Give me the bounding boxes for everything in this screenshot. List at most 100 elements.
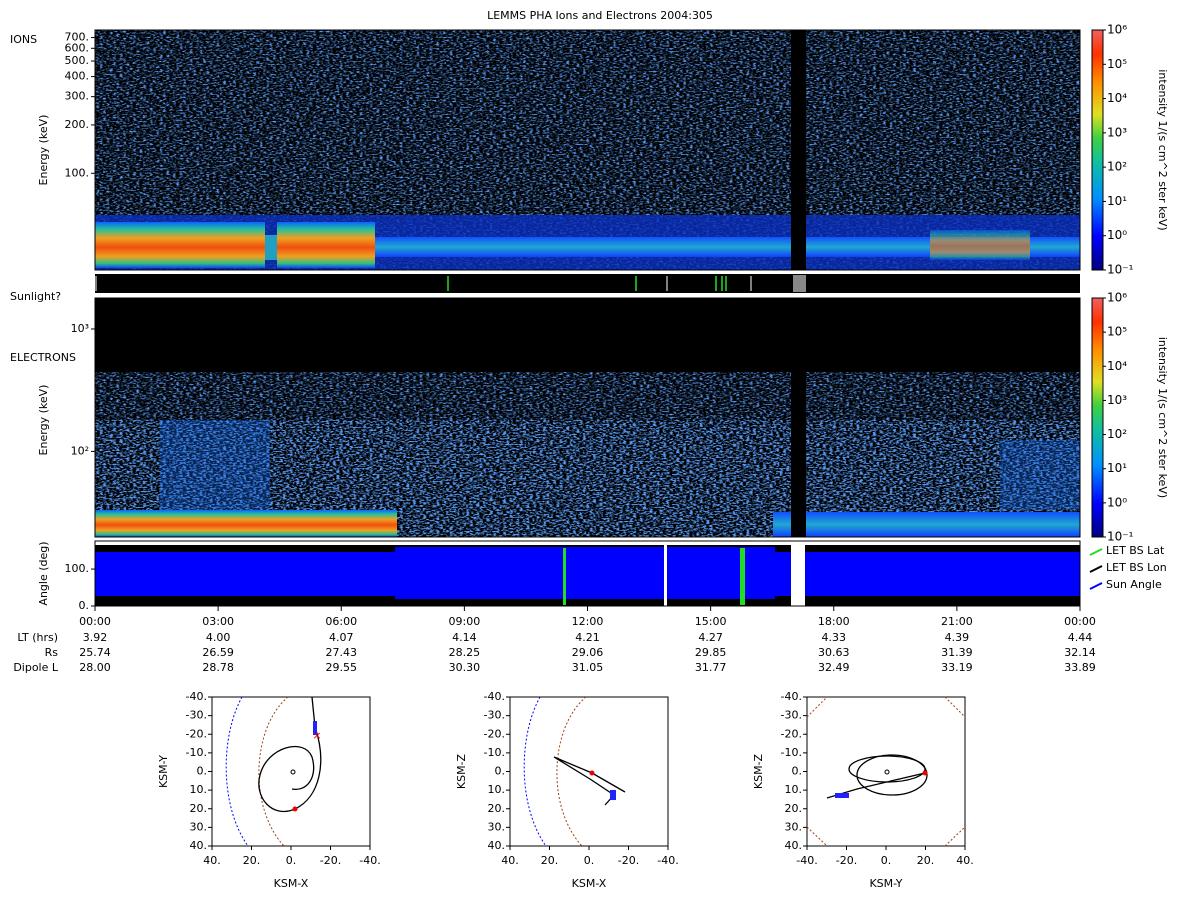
x-tick-label: 0. [286, 854, 297, 867]
sunlight-bar [95, 274, 1080, 293]
y-tick-label: 0. [792, 765, 803, 778]
y-tick-label: 10³ [71, 322, 89, 335]
y-tick-label: 0. [79, 599, 90, 612]
ephemeris-value: 27.43 [326, 646, 358, 659]
ephemeris-value: 29.06 [572, 646, 604, 659]
y-tick-label: 40. [190, 839, 208, 852]
colorbar-tick-label: 10⁶ [1107, 23, 1127, 37]
sunlight-label: Sunlight? [10, 290, 61, 303]
x-tick-label: 00:00 [1064, 615, 1096, 628]
x-tick-label: 20. [243, 854, 261, 867]
x-tick-label: 18:00 [818, 615, 850, 628]
ephemeris-value: 32.14 [1064, 646, 1096, 659]
ephemeris-value: 33.19 [941, 661, 973, 674]
x-tick-label: 03:00 [202, 615, 234, 628]
y-tick-label: -40. [781, 690, 802, 703]
y-tick-label: -30. [781, 709, 802, 722]
y-tick-label: 100. [65, 562, 90, 575]
ephemeris-value: 29.85 [695, 646, 727, 659]
colorbar-tick-label: 10⁵ [1107, 57, 1127, 71]
y-axis-label: KSM-Y [157, 755, 170, 788]
orbit-xy: × [211, 696, 371, 847]
y-axis-label: Angle (deg) [37, 541, 50, 605]
y-tick-label: -20. [484, 727, 505, 740]
x-tick-label: 20. [541, 854, 559, 867]
y-tick-label: 30. [190, 820, 208, 833]
colorbar-tick-label: 10⁶ [1107, 291, 1127, 305]
ephemeris-value: 33.89 [1064, 661, 1096, 674]
y-tick-label: 200. [65, 118, 90, 131]
x-tick-label: 15:00 [695, 615, 727, 628]
y-tick-label: 0. [197, 765, 208, 778]
x-axis-label: KSM-X [572, 877, 607, 890]
y-tick-label: 300. [65, 90, 90, 103]
x-tick-label: -20. [320, 854, 341, 867]
ephemeris-value: 3.92 [83, 631, 108, 644]
ephemeris-label: Rs [45, 646, 59, 659]
orbit-yz [806, 696, 966, 847]
y-tick-label: 600. [65, 41, 90, 54]
colorbar-tick-label: 10⁰ [1107, 495, 1127, 509]
x-tick-label: -40. [359, 854, 380, 867]
colorbar-label: intensity 1/(s cm^2 ster keV) [1156, 69, 1169, 230]
x-tick-label: 0. [881, 854, 892, 867]
y-tick-label: 0. [495, 765, 506, 778]
y-tick-label: -20. [781, 727, 802, 740]
colorbar [1091, 297, 1104, 538]
colorbar-label: intensity 1/(s cm^2 ster keV) [1156, 337, 1169, 498]
ephemeris-value: 4.39 [945, 631, 970, 644]
x-tick-label: 12:00 [572, 615, 604, 628]
y-axis-label: Energy (keV) [37, 385, 50, 456]
legend-swatch [1089, 582, 1103, 590]
ephemeris-value: 28.25 [449, 646, 481, 659]
x-axis-label: KSM-X [274, 877, 309, 890]
colorbar-tick-label: 10⁰ [1107, 228, 1127, 242]
ephemeris-value: 32.49 [818, 661, 850, 674]
x-tick-label: 06:00 [325, 615, 357, 628]
legend-label: Sun Angle [1106, 578, 1162, 591]
ephemeris-value: 30.30 [449, 661, 481, 674]
panel-label: ELECTRONS [10, 351, 76, 364]
y-tick-label: 700. [65, 31, 90, 44]
ephemeris-value: 25.74 [79, 646, 111, 659]
y-tick-label: -10. [186, 746, 207, 759]
colorbar-tick-label: 10² [1107, 160, 1127, 174]
colorbar-tick-label: 10¹ [1107, 461, 1127, 475]
ephemeris-value: 4.07 [329, 631, 354, 644]
colorbar-tick-label: 10⁴ [1107, 91, 1127, 105]
ephemeris-value: 4.44 [1068, 631, 1093, 644]
ephemeris-value: 31.05 [572, 661, 604, 674]
y-tick-label: 40. [785, 839, 803, 852]
colorbar-tick-label: 10⁴ [1107, 359, 1127, 373]
ephemeris-value: 4.00 [206, 631, 231, 644]
y-tick-label: 20. [488, 802, 506, 815]
x-tick-label: -20. [836, 854, 857, 867]
legend-swatch [1089, 565, 1103, 573]
panel-frame [94, 29, 1081, 271]
ephemeris-value: 30.63 [818, 646, 850, 659]
y-tick-label: 30. [488, 820, 506, 833]
panel-frame [94, 297, 1081, 538]
y-tick-label: 10. [488, 783, 506, 796]
y-tick-label: -10. [484, 746, 505, 759]
svg-text:×: × [312, 729, 321, 742]
y-tick-label: -30. [186, 709, 207, 722]
x-tick-label: 40. [956, 854, 974, 867]
colorbar-tick-label: 10² [1107, 427, 1127, 441]
colorbar-tick-label: 10⁵ [1107, 325, 1127, 339]
angle-panel [95, 541, 1080, 606]
x-tick-label: -40. [796, 854, 817, 867]
y-tick-label: -10. [781, 746, 802, 759]
y-axis-label: KSM-Z [752, 753, 765, 789]
y-tick-label: -40. [186, 690, 207, 703]
electron-spectrogram [95, 298, 1080, 537]
y-tick-label: 10. [190, 783, 208, 796]
y-tick-label: -20. [186, 727, 207, 740]
ephemeris-label: LT (hrs) [17, 631, 58, 644]
title: LEMMS PHA Ions and Electrons 2004:305 [487, 9, 713, 22]
colorbar-tick-label: 10³ [1107, 125, 1127, 139]
y-axis-label: Energy (keV) [37, 115, 50, 186]
ephemeris-value: 31.39 [941, 646, 973, 659]
colorbar-tick-label: 10⁻¹ [1107, 263, 1134, 277]
